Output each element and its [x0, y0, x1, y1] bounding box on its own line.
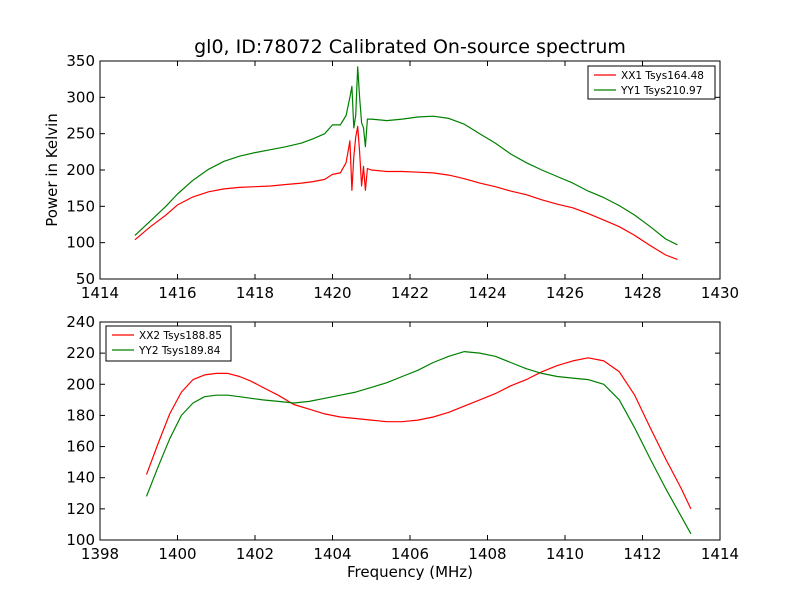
x-tick-label: 1400	[158, 545, 196, 563]
series-line-bottom-0	[145, 357, 692, 510]
y-tick-label: 50	[76, 270, 95, 288]
series-line-top-0	[134, 125, 678, 260]
x-tick-label: 1424	[468, 284, 506, 302]
y-tick-label: 140	[66, 469, 95, 487]
y-tick-label: 300	[66, 88, 95, 106]
y-tick-label: 160	[66, 438, 95, 456]
y-tick-label: 200	[66, 161, 95, 179]
x-tick-label: 1428	[623, 284, 661, 302]
x-tick-label: 1414	[81, 284, 119, 302]
x-tick-label: 1430	[701, 284, 739, 302]
top-tick-group: 1414 1416 1418 1420 1422 1424 1426 1428 1430 50 10…	[66, 52, 739, 302]
y-tick-label: 250	[66, 125, 95, 143]
x-tick-label: 1406	[391, 545, 429, 563]
y-tick-label: 220	[66, 344, 95, 362]
series-line-bottom-1	[145, 351, 692, 535]
x-tick-label: 1412	[623, 545, 661, 563]
bottom-tick-group: 1398 1400 1402 1404 1406 1408 1410 1412 1414 100 1…	[66, 313, 739, 563]
x-tick-label: 1404	[313, 545, 351, 563]
y-tick-label: 150	[66, 197, 95, 215]
legend-entry: XX2 Tsys188.85	[139, 330, 222, 342]
legend-box	[587, 65, 716, 100]
legend-entry: YY1 Tsys210.97	[620, 85, 702, 97]
y-tick-label: 200	[66, 375, 95, 393]
x-tick-label: 1410	[546, 545, 584, 563]
top-chart-title: gl0, ID:78072 Calibrated On-source spect…	[194, 36, 626, 58]
series-line-top-1	[134, 66, 678, 246]
x-tick-label: 1408	[468, 545, 506, 563]
y-tick-label: 240	[66, 313, 95, 331]
top-series-group	[134, 66, 678, 260]
legend-box	[105, 325, 232, 362]
top-y-axis-label: Power in Kelvin	[43, 113, 61, 227]
x-tick-label: 1422	[391, 284, 429, 302]
y-tick-label: 100	[66, 531, 95, 549]
bottom-series-group	[145, 351, 692, 535]
bottom-subplot: 1398 1400 1402 1404 1406 1408 1410 1412 1414 100 1…	[66, 313, 739, 581]
x-tick-label: 1398	[81, 545, 119, 563]
legend-entry: YY2 Tsys189.84	[138, 345, 221, 357]
x-tick-label: 1402	[236, 545, 274, 563]
x-tick-label: 1416	[158, 284, 196, 302]
x-tick-label: 1420	[313, 284, 351, 302]
x-tick-label: 1426	[546, 284, 584, 302]
y-tick-label: 180	[66, 406, 95, 424]
y-tick-label: 120	[66, 500, 95, 518]
x-tick-label: 1418	[236, 284, 274, 302]
bottom-x-axis-label: Frequency (MHz)	[347, 563, 473, 581]
top-legend: XX1 Tsys164.48 YY1 Tsys210.97	[587, 65, 716, 100]
legend-entry: XX1 Tsys164.48	[621, 70, 704, 82]
top-subplot: gl0, ID:78072 Calibrated On-source spect…	[43, 36, 739, 302]
x-tick-label: 1414	[701, 545, 739, 563]
bottom-legend: XX2 Tsys188.85 YY2 Tsys189.84	[105, 325, 232, 362]
y-tick-label: 100	[66, 234, 95, 252]
y-tick-label: 350	[66, 52, 95, 70]
